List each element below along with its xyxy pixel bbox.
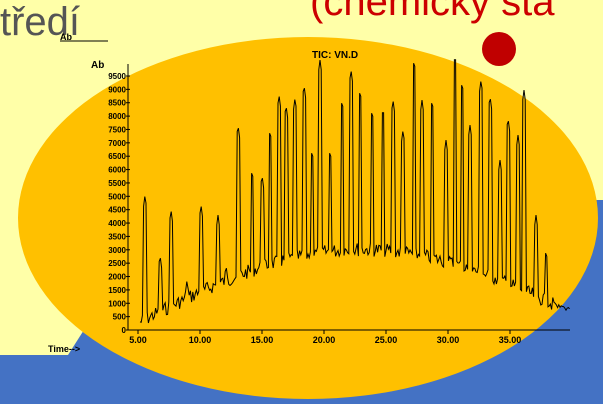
x-tick-label: 15.00 [251,335,274,345]
y-tick-label: 500 [113,313,127,322]
y-tick-label: 3000 [108,246,126,255]
y-tick-label: 6000 [108,166,126,175]
slide-title-left: tředí [0,0,81,44]
y-tick-label: 7500 [108,125,126,134]
y-tick-label: 6500 [108,152,126,161]
chromatogram-trace [139,59,570,324]
y-tick-label: 0 [122,326,127,335]
x-tick-label: 5.00 [129,335,147,345]
x-tick-label: 20.00 [313,335,336,345]
y-tick-label: 1000 [108,299,126,308]
x-tick-label: 10.00 [189,335,212,345]
x-tick-label: 35.00 [499,335,522,345]
x-axis-label: Time--> [48,344,80,354]
y-tick-group: 9500900085008000750070006500600055005000… [108,72,130,335]
y-tick-label: 7000 [108,139,126,148]
y-tick-label: 2000 [108,273,126,282]
x-tick-label: 25.00 [375,335,398,345]
header-small-label: Ab [60,32,72,42]
y-tick-label: 4500 [108,206,126,215]
y-tick-label: 5000 [108,192,126,201]
y-tick-label: 2500 [108,259,126,268]
x-tick-label: 30.00 [437,335,460,345]
x-tick-group: 5.00 10.00 15.00 20.00 25.00 30.00 35.00 [129,330,521,345]
y-tick-label: 8500 [108,99,126,108]
y-tick-label: 5500 [108,179,126,188]
slide-title-right: (chemický sta [310,0,555,24]
y-axis-label: Ab [91,60,104,71]
y-tick-label: 9500 [108,72,126,81]
chromatogram-title: TIC: VN.D [312,50,358,61]
y-tick-label: 4000 [108,219,126,228]
y-tick-label: 3500 [108,232,126,241]
y-tick-label: 9000 [108,85,126,94]
y-tick-label: 8000 [108,112,126,121]
red-bullet-dot [482,32,516,66]
y-tick-label: 1500 [108,286,126,295]
